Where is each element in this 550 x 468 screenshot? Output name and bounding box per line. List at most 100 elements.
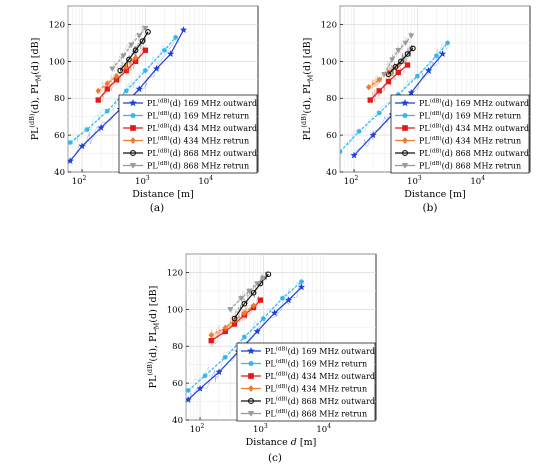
x-axis-label: Distance d [m] xyxy=(246,437,317,448)
data-point xyxy=(376,88,382,94)
data-point xyxy=(196,384,204,392)
legend-label: PL(dB)(d) 434 MHz outward xyxy=(147,123,257,134)
data-point xyxy=(136,33,143,39)
data-point xyxy=(179,25,188,34)
legend-entry: PL(dB)(d) 434 MHz retrun xyxy=(241,383,367,394)
legend-marker xyxy=(246,346,256,355)
data-point xyxy=(120,53,127,59)
data-point xyxy=(385,78,392,85)
x-tick-label: 104 xyxy=(470,175,485,187)
data-point xyxy=(142,68,148,73)
series-169-mhz-return xyxy=(186,279,304,393)
data-point xyxy=(257,297,264,303)
data-point xyxy=(173,34,179,40)
data-point xyxy=(265,271,272,278)
legend-marker xyxy=(401,163,409,169)
legend-entry: PL(dB)(d) 169 MHz return xyxy=(123,110,249,121)
data-point xyxy=(208,331,214,339)
legend-label: PL(dB)(d) 434 MHz retrun xyxy=(147,135,249,146)
data-point xyxy=(142,47,149,53)
series-868-mhz-retrun xyxy=(227,273,267,313)
data-point xyxy=(408,33,415,39)
legend-marker xyxy=(247,411,255,417)
data-point xyxy=(410,45,416,52)
data-point xyxy=(104,108,110,114)
legend-marker xyxy=(401,149,409,157)
chart-panel-a: 40 60 80 100 120 102 103 104 Distance [m] PL(dB)(… xyxy=(28,5,259,214)
series-measured xyxy=(343,43,448,147)
data-point xyxy=(376,76,382,84)
series-434-mhz-outward xyxy=(95,45,149,103)
legend-marker xyxy=(402,136,408,145)
data-point xyxy=(186,395,192,403)
x-tick-label: 102 xyxy=(344,175,359,187)
series-line xyxy=(229,277,264,310)
series-868-mhz-outward xyxy=(117,28,151,74)
data-point xyxy=(241,334,247,340)
data-point xyxy=(78,142,86,150)
series-measured xyxy=(211,296,261,347)
data-point xyxy=(95,97,101,103)
x-tick-label: 102 xyxy=(190,423,205,435)
legend-entry: PL(dB)(d) 868 MHz retrun xyxy=(241,408,367,419)
data-point xyxy=(166,49,175,58)
data-point xyxy=(395,92,401,97)
data-point xyxy=(369,131,377,139)
legend-label: PL(dB)(d) 868 MHz outward xyxy=(147,148,257,159)
x-tick-label: 103 xyxy=(135,175,150,187)
data-point xyxy=(222,354,228,360)
x-tick-label: 104 xyxy=(316,423,331,435)
legend-marker xyxy=(248,360,254,367)
series-line xyxy=(187,286,302,401)
legend-marker xyxy=(248,384,254,393)
data-point xyxy=(202,373,208,379)
legend-marker xyxy=(248,373,254,379)
data-point xyxy=(128,42,135,48)
y-tick-label: 60 xyxy=(172,379,183,389)
legend-entry: PL(dB)(d) 868 MHz outward xyxy=(395,148,529,159)
series-measured xyxy=(99,55,136,95)
data-point xyxy=(395,48,402,54)
data-point xyxy=(365,83,372,91)
legend-label: PL(dB)(d) 169 MHz return xyxy=(265,358,367,369)
panel-caption: (a) xyxy=(150,202,164,214)
data-point xyxy=(104,86,110,92)
data-point xyxy=(132,47,139,54)
data-point xyxy=(123,88,129,94)
legend-label: PL(dB)(d) 169 MHz outward xyxy=(147,98,257,109)
legend-entry: PL(dB)(d) 434 MHz retrun xyxy=(123,135,249,146)
legend-entry: PL(dB)(d) 434 MHz outward xyxy=(241,371,375,382)
y-tick-label: 100 xyxy=(321,57,337,67)
legend-label: PL(dB)(d) 868 MHz outward xyxy=(419,148,529,159)
data-point xyxy=(404,62,411,68)
series-169-mhz-return xyxy=(68,34,179,145)
legend-entry: PL(dB)(d) 434 MHz outward xyxy=(123,123,257,134)
legend-label: PL(dB)(d) 434 MHz outward xyxy=(265,371,375,382)
data-point xyxy=(445,40,451,46)
data-point xyxy=(104,80,110,87)
legend-label: PL(dB)(d) 868 MHz retrun xyxy=(265,408,367,419)
data-point xyxy=(340,149,343,155)
data-point xyxy=(84,127,90,132)
data-point xyxy=(254,281,261,287)
x-tick-label: 104 xyxy=(198,175,213,187)
y-axis-label: PL(dB)(d), PLM(d) [dB] xyxy=(28,38,43,141)
data-point xyxy=(68,156,74,165)
legend-marker xyxy=(400,98,410,107)
y-tick-label: 40 xyxy=(172,416,183,426)
y-axis-label: PL(dB)(d), PLM(d) [dB] xyxy=(146,286,161,389)
legend-label: PL(dB)(d) 169 MHz outward xyxy=(265,346,375,357)
legend-marker xyxy=(128,98,138,107)
data-point xyxy=(109,66,116,72)
y-tick-label: 80 xyxy=(326,94,337,104)
data-point xyxy=(381,72,388,78)
data-point xyxy=(356,129,362,134)
data-point xyxy=(95,87,101,95)
legend-label: PL(dB)(d) 169 MHz outward xyxy=(419,98,529,109)
legend-entry: PL(dB)(d) 169 MHz return xyxy=(395,110,521,121)
data-point xyxy=(152,64,161,72)
series-measured xyxy=(70,46,172,145)
data-point xyxy=(68,140,73,145)
